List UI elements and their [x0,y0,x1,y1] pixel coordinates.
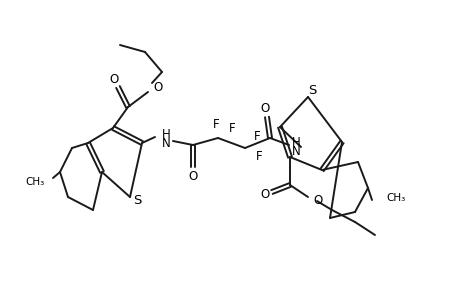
Text: H: H [291,136,300,148]
Text: O: O [109,73,118,85]
Text: N: N [291,145,300,158]
Text: F: F [212,118,219,130]
Text: O: O [188,169,197,182]
Text: S: S [307,83,315,97]
Text: F: F [228,122,235,134]
Text: S: S [133,194,141,206]
Text: F: F [253,130,260,142]
Text: CH₃: CH₃ [26,177,45,187]
Text: H: H [161,128,170,140]
Text: O: O [312,194,322,208]
Text: O: O [260,101,269,115]
Text: N: N [161,136,170,149]
Text: CH₃: CH₃ [385,193,404,203]
Text: F: F [255,149,262,163]
Text: O: O [260,188,269,202]
Text: O: O [153,80,162,94]
